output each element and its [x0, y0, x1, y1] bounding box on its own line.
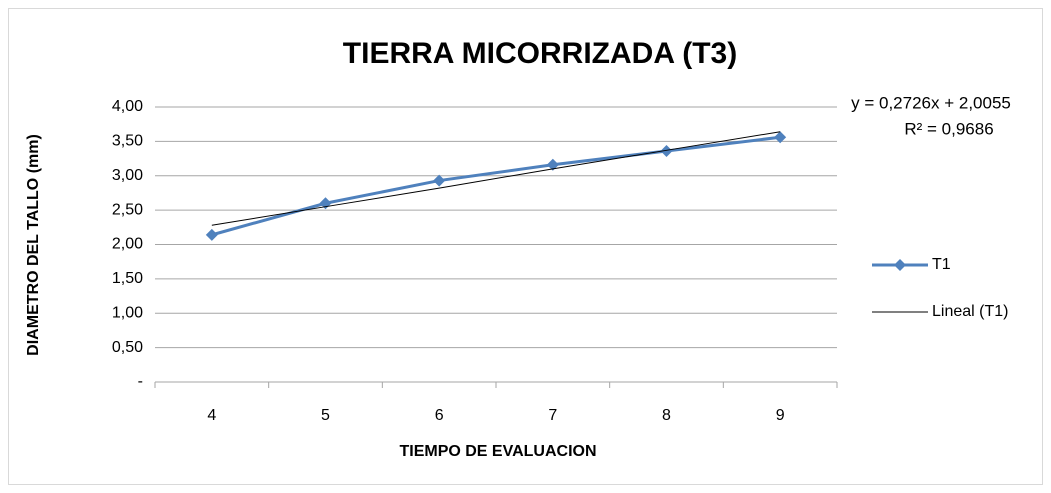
- data-line: [211, 135, 781, 237]
- data-point: [546, 158, 559, 171]
- data-point: [433, 174, 446, 187]
- y-tick-label: 1,00: [112, 304, 143, 321]
- y-tick-label: 3,50: [112, 133, 143, 150]
- chart-frame: [8, 8, 1043, 485]
- x-tick-label: 6: [435, 407, 444, 424]
- x-tick-label: 5: [321, 407, 330, 424]
- y-tick-label: 4,00: [112, 98, 143, 115]
- legend-marker: [894, 259, 906, 271]
- y-tick-label: 2,00: [112, 236, 143, 253]
- data-point: [660, 145, 673, 157]
- y-axis-label: DIAMETRO DEL TALLO (mm): [25, 134, 42, 356]
- legend-label: Lineal (T1): [932, 303, 1008, 320]
- y-tick-label: 1,50: [112, 270, 143, 287]
- y-tick-label: 2,50: [112, 201, 143, 218]
- trend-line: [211, 131, 781, 226]
- trend-equation: y = 0,2726x + 2,0055: [851, 93, 1011, 112]
- x-tick-label: 8: [662, 407, 671, 424]
- x-tick-label: 7: [548, 407, 557, 424]
- chart-title: TIERRA MICORRIZADA (T3): [343, 37, 737, 70]
- x-tick-label: 4: [207, 407, 216, 424]
- y-tick-label: 3,00: [112, 167, 143, 184]
- y-tick-label: 0,50: [112, 339, 143, 356]
- data-point: [774, 131, 787, 144]
- legend-label: T1: [932, 256, 951, 273]
- trend-r2: R² = 0,9686: [904, 119, 993, 138]
- data-point: [205, 228, 218, 241]
- x-tick-label: 9: [776, 407, 785, 424]
- x-axis-label: TIEMPO DE EVALUACION: [399, 443, 596, 460]
- y-tick-label: -: [138, 373, 143, 390]
